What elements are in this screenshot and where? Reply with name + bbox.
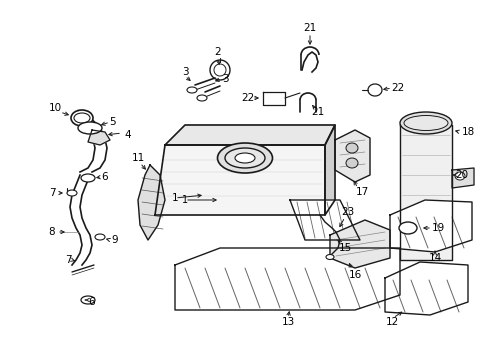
- Text: 21: 21: [303, 23, 316, 33]
- Text: 21: 21: [311, 107, 324, 117]
- Ellipse shape: [325, 255, 333, 260]
- Polygon shape: [389, 200, 471, 252]
- Text: 3: 3: [182, 67, 188, 77]
- Polygon shape: [329, 220, 389, 268]
- Text: 6: 6: [88, 297, 95, 307]
- Text: 23: 23: [341, 207, 354, 217]
- Text: 19: 19: [430, 223, 444, 233]
- Text: 16: 16: [347, 270, 361, 280]
- Polygon shape: [164, 125, 334, 145]
- Polygon shape: [325, 125, 334, 215]
- Text: 20: 20: [454, 170, 468, 180]
- Ellipse shape: [67, 190, 77, 196]
- Polygon shape: [175, 248, 399, 310]
- Text: 17: 17: [355, 187, 368, 197]
- Ellipse shape: [81, 174, 95, 182]
- Ellipse shape: [71, 110, 93, 126]
- Text: 6: 6: [102, 172, 108, 182]
- Ellipse shape: [217, 143, 272, 173]
- Text: 15: 15: [338, 243, 351, 253]
- Ellipse shape: [398, 222, 416, 234]
- Text: 8: 8: [49, 227, 55, 237]
- Ellipse shape: [346, 143, 357, 153]
- Ellipse shape: [399, 112, 451, 134]
- Ellipse shape: [186, 87, 197, 93]
- Text: 1: 1: [182, 195, 188, 205]
- Text: 5: 5: [108, 117, 115, 127]
- Polygon shape: [263, 92, 285, 105]
- Polygon shape: [155, 145, 325, 215]
- Text: 22: 22: [241, 93, 254, 103]
- Text: 13: 13: [281, 317, 294, 327]
- Ellipse shape: [235, 153, 254, 163]
- Polygon shape: [138, 165, 164, 240]
- Polygon shape: [451, 168, 473, 188]
- Text: 4: 4: [124, 130, 131, 140]
- Ellipse shape: [346, 158, 357, 168]
- Text: 12: 12: [385, 317, 398, 327]
- Ellipse shape: [403, 116, 447, 130]
- Ellipse shape: [81, 296, 95, 304]
- Ellipse shape: [197, 95, 206, 101]
- Text: 14: 14: [427, 253, 441, 263]
- Polygon shape: [399, 125, 451, 260]
- Ellipse shape: [454, 172, 464, 180]
- Text: 3: 3: [221, 74, 228, 84]
- Polygon shape: [88, 130, 110, 145]
- Polygon shape: [289, 200, 359, 240]
- Text: 1: 1: [171, 193, 178, 203]
- Ellipse shape: [78, 122, 102, 134]
- Text: 10: 10: [48, 103, 61, 113]
- Ellipse shape: [224, 148, 264, 168]
- Ellipse shape: [95, 234, 105, 240]
- Ellipse shape: [74, 113, 90, 123]
- Polygon shape: [334, 130, 369, 182]
- Text: 18: 18: [461, 127, 474, 137]
- Polygon shape: [384, 262, 467, 315]
- Text: 7: 7: [64, 255, 71, 265]
- Text: 11: 11: [131, 153, 144, 163]
- Text: 2: 2: [214, 47, 221, 57]
- Text: 7: 7: [49, 188, 55, 198]
- Text: 9: 9: [111, 235, 118, 245]
- Text: 22: 22: [390, 83, 404, 93]
